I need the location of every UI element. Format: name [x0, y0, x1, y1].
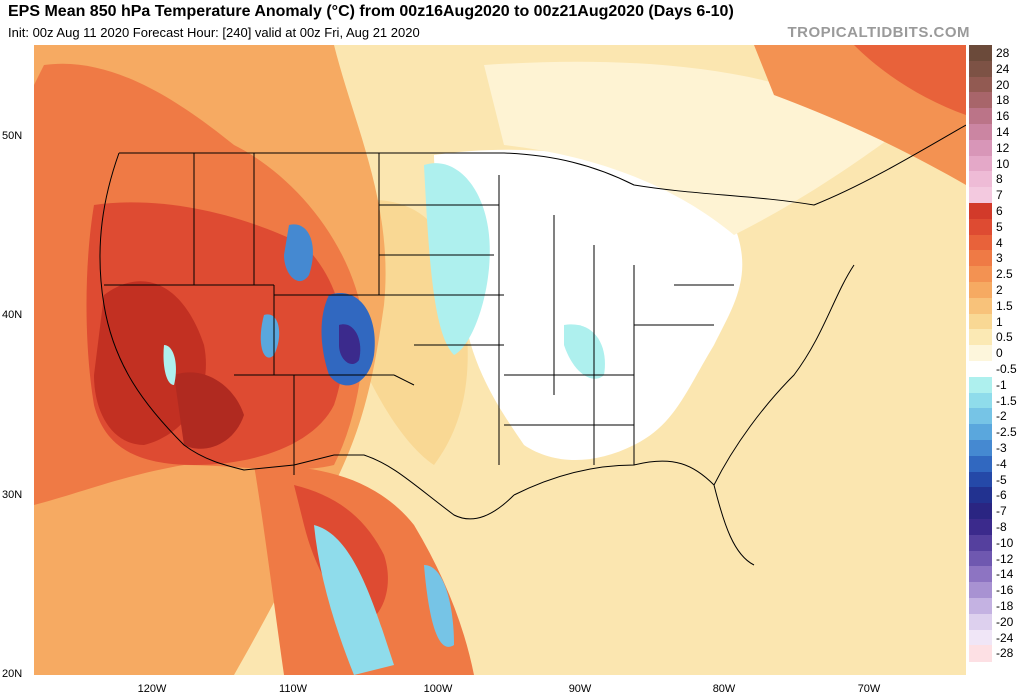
colorbar-swatch — [969, 376, 992, 394]
colorbar-swatch — [969, 250, 992, 267]
colorbar-swatch — [969, 566, 992, 583]
cool-anomaly-plains — [424, 163, 490, 355]
anomaly-fill — [34, 45, 966, 675]
colorbar-label: 3 — [996, 251, 1003, 266]
colorbar-label: 4 — [996, 235, 1003, 250]
colorbar-label: -3 — [996, 441, 1007, 455]
colorbar-swatch — [969, 92, 992, 109]
colorbar-label: -14 — [996, 567, 1014, 582]
colorbar-swatch — [969, 266, 992, 283]
colorbar-swatch — [969, 361, 992, 378]
colorbar-swatch — [969, 297, 992, 315]
colorbar-label: 0 — [996, 346, 1003, 361]
colorbar-label: 2 — [996, 283, 1003, 297]
colorbar-label: -18 — [996, 599, 1014, 613]
colorbar-label: -8 — [996, 520, 1007, 534]
lat-label: 40N — [2, 309, 23, 321]
colorbar-swatch — [969, 392, 992, 409]
lon-label: 110W — [279, 683, 307, 695]
colorbar-swatch — [969, 519, 992, 536]
colorbar-label: -20 — [996, 614, 1014, 629]
colorbar-swatch — [969, 582, 992, 599]
colorbar-label: 10 — [996, 156, 1010, 171]
colorbar-label: 24 — [996, 61, 1010, 76]
colorbar-swatch — [969, 155, 992, 172]
colorbar-label: -1 — [996, 377, 1007, 392]
colorbar-label: -0.5 — [996, 362, 1017, 376]
map-canvas — [34, 45, 966, 675]
colorbar-swatch — [969, 408, 992, 425]
anomaly-map — [34, 45, 966, 675]
colorbar-swatch — [969, 440, 992, 457]
colorbar-label: 6 — [996, 204, 1003, 218]
colorbar-swatch — [969, 45, 992, 62]
colorbar-label: -4 — [996, 456, 1007, 471]
colorbar-label: -5 — [996, 472, 1007, 487]
colorbar-swatch — [969, 124, 992, 141]
colorbar-label: 16 — [996, 109, 1010, 124]
colorbar-swatch — [969, 598, 992, 615]
colorbar-label: -2.5 — [996, 425, 1017, 440]
colorbar-label: 28 — [996, 46, 1010, 60]
colorbar-swatch — [969, 455, 992, 473]
colorbar-label: -2 — [996, 409, 1007, 424]
init-info: Init: 00z Aug 11 2020 Forecast Hour: [24… — [8, 25, 420, 40]
colorbar-label: -24 — [996, 630, 1014, 645]
colorbar-swatch — [969, 108, 992, 125]
colorbar-swatch — [969, 424, 992, 441]
lat-label: 30N — [2, 489, 23, 501]
colorbar-label: -1.5 — [996, 393, 1017, 408]
colorbar-swatch — [969, 503, 992, 520]
colorbar-label: 14 — [996, 125, 1010, 139]
colorbar-swatch — [969, 76, 992, 93]
colorbar-label: 7 — [996, 188, 1003, 203]
colorbar-swatch — [969, 613, 992, 631]
boundaries — [99, 124, 966, 566]
colorbar-label: 2.5 — [996, 267, 1013, 282]
lat-label: 20N — [2, 668, 23, 680]
colorbar-label: 1.5 — [996, 298, 1013, 313]
colorbar-swatch — [969, 534, 992, 552]
colorbar-swatch — [969, 345, 992, 362]
colorbar-swatch — [969, 629, 992, 646]
lon-label: 120W — [137, 683, 167, 695]
colorbar — [969, 45, 992, 662]
colorbar-swatch — [969, 645, 992, 662]
colorbar-label: -16 — [996, 583, 1014, 598]
colorbar-swatch — [969, 329, 992, 346]
lon-label: 80W — [712, 683, 736, 695]
colorbar-label: -12 — [996, 551, 1014, 566]
lon-label: 90W — [568, 683, 592, 695]
colorbar-label: -6 — [996, 488, 1007, 503]
colorbar-label: 8 — [996, 172, 1003, 187]
colorbar-swatch — [969, 187, 992, 204]
lat-label: 50N — [2, 130, 23, 142]
colorbar-swatch — [969, 203, 992, 220]
colorbar-swatch — [969, 471, 992, 488]
colorbar-swatch — [969, 60, 992, 78]
colorbar-swatch — [969, 218, 992, 236]
colorbar-label: 5 — [996, 219, 1003, 234]
colorbar-label: 0.5 — [996, 330, 1013, 345]
colorbar-label: 20 — [996, 77, 1010, 92]
colorbar-label: -7 — [996, 504, 1007, 519]
colorbar-label: -10 — [996, 535, 1014, 550]
colorbar-swatch — [969, 234, 992, 251]
site-watermark[interactable]: TROPICALTIDBITS.COM — [787, 24, 970, 41]
colorbar-label: 18 — [996, 93, 1010, 108]
chart-title: EPS Mean 850 hPa Temperature Anomaly (°C… — [8, 3, 734, 20]
colorbar-label: 12 — [996, 140, 1010, 155]
colorbar-label: -28 — [996, 646, 1014, 661]
colorbar-swatch — [969, 550, 992, 567]
colorbar-label: 1 — [996, 314, 1003, 329]
lon-label: 70W — [857, 683, 881, 695]
colorbar-swatch — [969, 313, 992, 330]
colorbar-swatch — [969, 282, 992, 299]
colorbar-swatch — [969, 171, 992, 188]
colorbar-swatch — [969, 487, 992, 504]
lon-label: 100W — [423, 683, 453, 695]
colorbar-swatch — [969, 139, 992, 157]
cool-anomaly-wyoming — [284, 224, 313, 282]
